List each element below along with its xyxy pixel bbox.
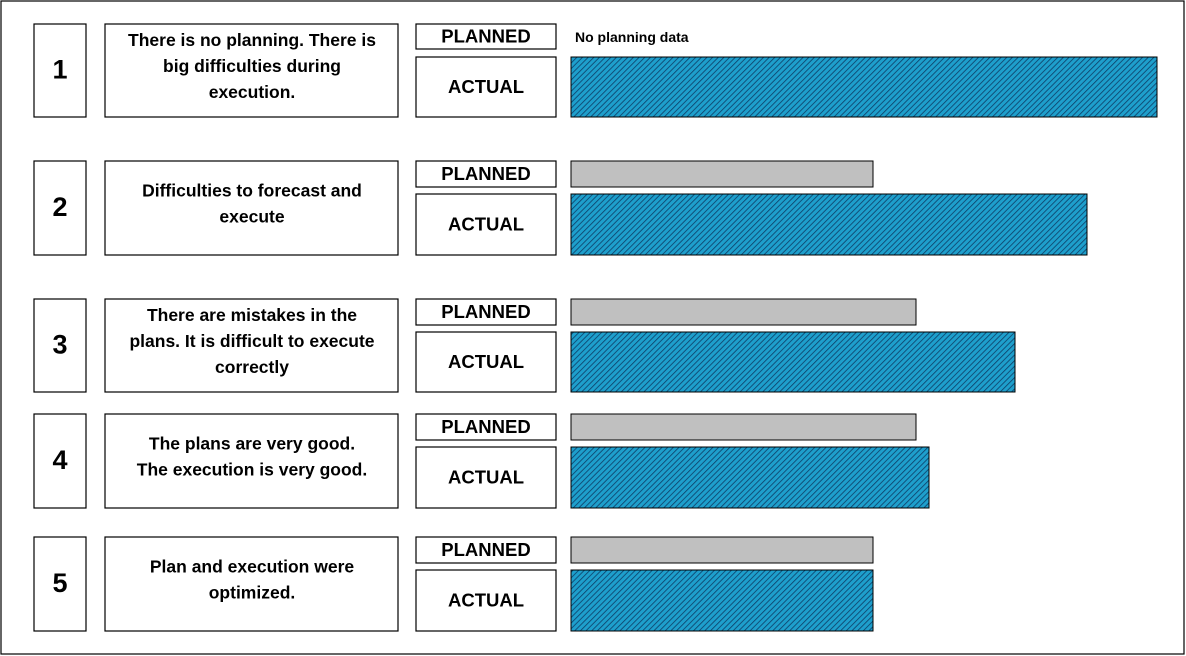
actual-bar xyxy=(570,56,1158,118)
actual-bar xyxy=(570,569,874,632)
number-box xyxy=(33,413,87,509)
description-box xyxy=(104,160,399,256)
planned-label: PLANNED xyxy=(441,539,530,560)
planned-box xyxy=(415,536,557,564)
planned-label: PLANNED xyxy=(441,163,530,184)
planned-bar xyxy=(570,536,874,564)
row-number: 4 xyxy=(52,445,67,475)
description-line: big difficulties during xyxy=(163,56,341,76)
actual-box xyxy=(415,56,557,118)
description-line: optimized. xyxy=(209,583,296,603)
actual-label: ACTUAL xyxy=(448,76,524,97)
planned-label: PLANNED xyxy=(441,301,530,322)
planned-box xyxy=(415,160,557,188)
no-planning-note: No planning data xyxy=(575,29,689,45)
description-line: There are mistakes in the xyxy=(147,305,357,325)
actual-bar xyxy=(570,193,1088,256)
number-box xyxy=(33,298,87,393)
actual-label: ACTUAL xyxy=(448,589,524,610)
actual-label: ACTUAL xyxy=(448,213,524,234)
actual-bar xyxy=(570,446,930,509)
row-number: 5 xyxy=(52,568,67,598)
actual-box xyxy=(415,331,557,393)
row-number: 3 xyxy=(52,330,67,360)
actual-bar xyxy=(570,331,1016,393)
planned-box xyxy=(415,413,557,441)
description-line: The plans are very good. xyxy=(149,434,355,454)
number-box xyxy=(33,23,87,118)
actual-box xyxy=(415,193,557,256)
number-box xyxy=(33,536,87,632)
description-box xyxy=(104,23,399,118)
description-line: There is no planning. There is xyxy=(128,30,376,50)
description-line: The execution is very good. xyxy=(137,460,367,480)
description-line: execution. xyxy=(209,82,296,102)
planned-box xyxy=(415,23,557,50)
description-box xyxy=(104,298,399,393)
description-line: plans. It is difficult to execute xyxy=(129,331,374,351)
planned-box xyxy=(415,298,557,326)
description-line: Plan and execution were xyxy=(150,557,354,577)
actual-box xyxy=(415,446,557,509)
planned-label: PLANNED xyxy=(441,25,530,46)
description-line: correctly xyxy=(215,357,289,377)
planned-label: PLANNED xyxy=(441,416,530,437)
planned-bar xyxy=(570,413,917,441)
row-number: 2 xyxy=(52,192,67,222)
actual-box xyxy=(415,569,557,632)
description-box xyxy=(104,413,399,509)
description-line: execute xyxy=(219,207,284,227)
description-line: Difficulties to forecast and xyxy=(142,181,362,201)
actual-label: ACTUAL xyxy=(448,351,524,372)
row-number: 1 xyxy=(52,55,67,85)
actual-label: ACTUAL xyxy=(448,466,524,487)
planned-bar xyxy=(570,298,917,326)
planned-bar xyxy=(570,160,874,188)
number-box xyxy=(33,160,87,256)
description-box xyxy=(104,536,399,632)
